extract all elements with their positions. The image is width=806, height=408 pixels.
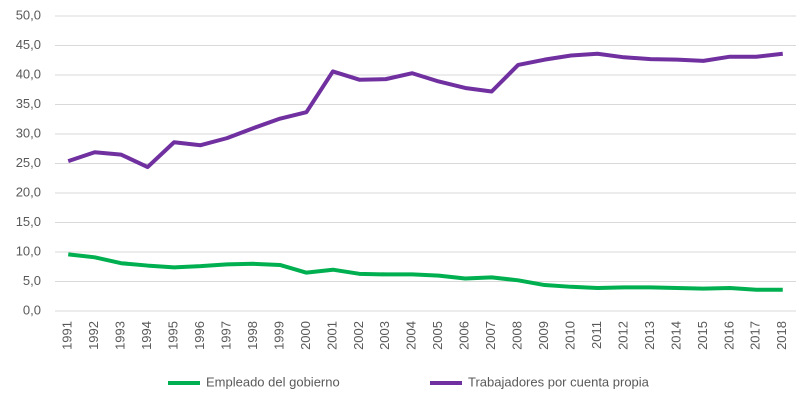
x-tick-label: 2007 <box>483 321 498 350</box>
x-tick-label: 2000 <box>298 321 313 350</box>
series-line <box>68 252 783 292</box>
x-tick-label: 1998 <box>245 321 260 350</box>
x-tick-label: 1994 <box>139 321 154 350</box>
y-tick-label: 0,0 <box>23 302 41 317</box>
y-tick-label: 10,0 <box>16 243 41 258</box>
x-tick-label: 2003 <box>377 321 392 350</box>
y-tick-label: 5,0 <box>23 273 41 288</box>
x-tick-label: 1997 <box>218 321 233 350</box>
series-line <box>67 51 783 170</box>
x-tick-label: 2018 <box>774 321 789 350</box>
x-tick-label: 2012 <box>615 321 630 350</box>
x-tick-label: 2011 <box>589 321 604 349</box>
y-tick-label: 35,0 <box>16 96 41 111</box>
x-tick-label: 2010 <box>562 321 577 350</box>
x-tick-label: 2005 <box>430 321 445 350</box>
x-tick-label: 2008 <box>510 321 525 350</box>
y-tick-label: 15,0 <box>16 214 41 229</box>
x-tick-label: 1999 <box>271 321 286 350</box>
x-tick-label: 1995 <box>166 321 181 350</box>
y-tick-label: 45,0 <box>16 37 41 52</box>
legend-label: Empleado del gobierno <box>206 374 340 389</box>
x-tick-label: 2017 <box>748 321 763 350</box>
x-tick-label: 2009 <box>536 321 551 350</box>
x-tick-label: 1991 <box>60 321 75 350</box>
y-tick-label: 50,0 <box>16 7 41 22</box>
x-tick-label: 2015 <box>695 321 710 350</box>
x-tick-label: 2001 <box>324 321 339 350</box>
x-tick-label: 2014 <box>668 321 683 350</box>
y-tick-label: 20,0 <box>16 184 41 199</box>
x-tick-label: 2002 <box>351 321 366 350</box>
legend-label: Trabajadores por cuenta propia <box>468 374 650 389</box>
x-tick-label: 1992 <box>86 321 101 350</box>
y-tick-label: 30,0 <box>16 125 41 140</box>
x-tick-label: 2004 <box>404 321 419 350</box>
x-tick-label: 2013 <box>642 321 657 350</box>
y-tick-label: 25,0 <box>16 155 41 170</box>
x-tick-label: 2006 <box>457 321 472 350</box>
x-tick-label: 1996 <box>192 321 207 350</box>
x-tick-label: 1993 <box>113 321 128 350</box>
x-tick-label: 2016 <box>721 321 736 350</box>
y-tick-label: 40,0 <box>16 66 41 81</box>
